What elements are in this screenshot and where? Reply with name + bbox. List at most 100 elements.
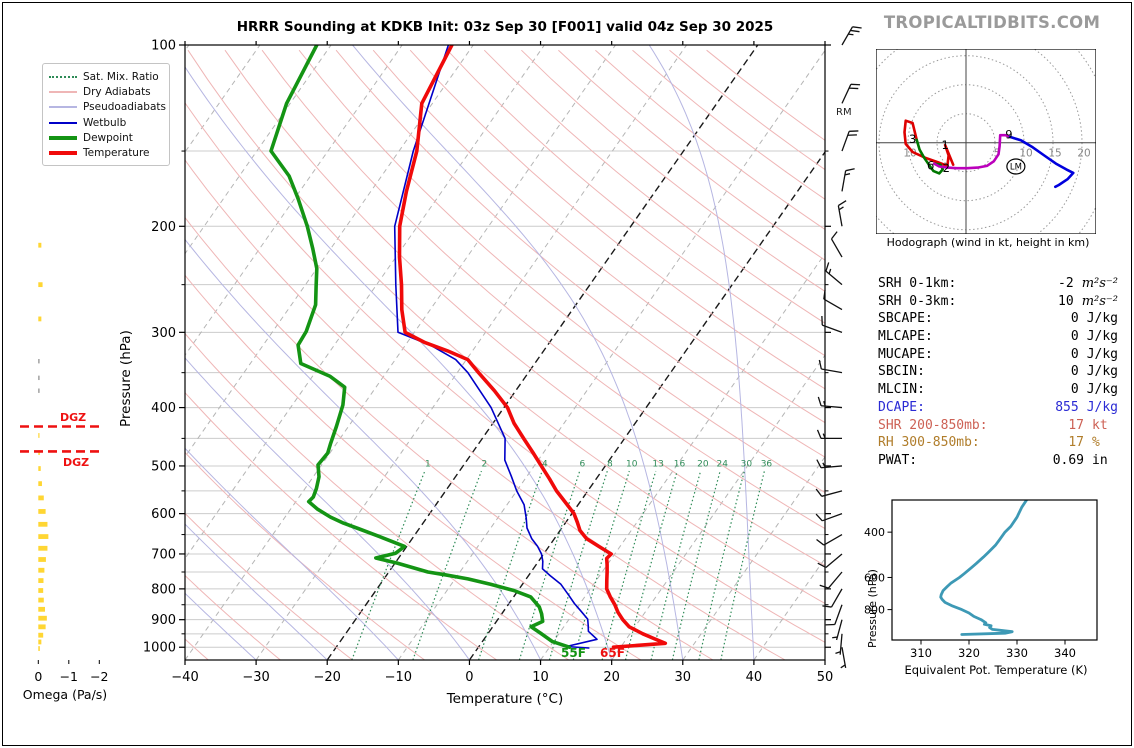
stat-value: 0: [1070, 311, 1079, 327]
stat-row: MLCIN: 0 J/kg: [878, 382, 1118, 400]
svg-text:10: 10: [626, 459, 638, 469]
svg-text:5: 5: [994, 148, 1001, 160]
legend-item: Pseudoadiabats: [49, 100, 166, 115]
stat-row: SHR 200-850mb: 17 kt: [878, 418, 1118, 436]
stat-value: 10: [1058, 293, 1074, 309]
omega-axis-label: Omega (Pa/s): [22, 687, 108, 702]
stat-value: -2: [1058, 276, 1074, 291]
svg-text:0: 0: [465, 670, 473, 685]
temperature-curve: [397, 45, 668, 650]
svg-text:600: 600: [864, 571, 885, 584]
stat-value: 0: [1070, 382, 1079, 398]
stat-label: RH 300-850mb:: [878, 435, 980, 451]
stat-value: 0: [1070, 346, 1079, 362]
storm-motion-marker: LM: [1006, 158, 1026, 175]
svg-text:900: 900: [151, 613, 176, 628]
svg-text:30: 30: [741, 459, 753, 469]
svg-text:10: 10: [532, 670, 549, 685]
surface-dewpoint-label: 55F: [561, 646, 586, 660]
svg-text:3: 3: [909, 132, 916, 146]
legend-line-sample: [49, 75, 77, 78]
svg-text:400: 400: [864, 526, 885, 539]
theta-e-curve: [939, 500, 1028, 636]
svg-text:1: 1: [941, 138, 948, 152]
svg-text:0: 0: [34, 669, 42, 684]
stat-row: SBCAPE: 0 J/kg: [878, 311, 1118, 329]
stat-label: SRH 0-1km:: [878, 276, 957, 291]
theta-e-y-axis-label: Pressure (hPa): [866, 569, 879, 648]
legend-item: Wetbulb: [49, 115, 163, 130]
svg-text:20: 20: [1077, 148, 1090, 160]
svg-text:800: 800: [151, 582, 176, 597]
stat-value: 0: [1070, 329, 1079, 345]
legend-line-sample: [49, 121, 77, 124]
stat-value: 0: [1070, 364, 1079, 380]
stat-label: SRH 0-3km:: [878, 293, 957, 309]
chart-title: HRRR Sounding at KDKB Init: 03z Sep 30 […: [236, 19, 774, 35]
svg-text:36: 36: [761, 459, 773, 469]
stat-label: MLCAPE:: [878, 329, 933, 345]
svg-text:400: 400: [151, 401, 176, 416]
stat-row: MLCAPE: 0 J/kg: [878, 329, 1118, 347]
svg-text:8: 8: [607, 459, 613, 469]
svg-text:30: 30: [675, 670, 692, 685]
theta-e-inset: 400 600 800 310 320 330 340: [864, 499, 1098, 660]
dgz-lines: [20, 425, 100, 453]
hodograph-trace-segment-0: [903, 119, 955, 168]
svg-text:1: 1: [425, 459, 431, 469]
watermark: TROPICALTIDBITS.COM: [883, 13, 1101, 32]
stat-label: MUCAPE:: [878, 346, 933, 362]
skewt-x-axis-label: Temperature (°C): [446, 691, 564, 707]
stat-row: PWAT: 0.69 in: [878, 453, 1118, 471]
stat-label: DCAPE:: [878, 399, 925, 415]
svg-text:40: 40: [746, 670, 763, 685]
stat-unit: J/kg: [1086, 346, 1118, 362]
svg-text:−30: −30: [242, 670, 269, 685]
dgz-label-top: DGZ: [60, 411, 87, 424]
legend-item: Dewpoint: [49, 130, 163, 145]
svg-text:600: 600: [151, 507, 176, 522]
theta-e-x-axis-label: Equivalent Pot. Temperature (K): [904, 663, 1088, 677]
legend-item: Temperature: [49, 145, 163, 160]
svg-text:LM: LM: [1010, 162, 1022, 172]
legend-line-sample: [49, 151, 77, 156]
skewt-y-axis-label: Pressure (hPa): [118, 330, 134, 427]
stat-row: RH 300-850mb: 17%: [878, 435, 1118, 453]
legend-item-label: Pseudoadiabats: [83, 101, 166, 114]
hodograph-trace-segment-3: [1008, 135, 1075, 189]
svg-text:20: 20: [697, 459, 709, 469]
svg-text:9: 9: [1005, 128, 1012, 142]
svg-text:13: 13: [652, 459, 663, 469]
svg-text:500: 500: [151, 459, 176, 474]
legend-item: Dry Adiabats: [49, 84, 163, 99]
stat-unit: %: [1092, 435, 1100, 451]
stat-unit: kt: [1092, 417, 1108, 433]
svg-text:−10: −10: [385, 670, 412, 685]
stat-unit: m²s⁻²: [1081, 293, 1118, 309]
dewpoint-curve: [269, 45, 572, 650]
stat-unit: J/kg: [1086, 311, 1118, 327]
svg-text:50: 50: [817, 670, 834, 685]
legend-item-label: Wetbulb: [83, 116, 127, 129]
svg-text:700: 700: [151, 547, 176, 562]
skewt-background: 1 2 4 6 8 10 13 16 20 24 30 36: [185, 45, 825, 660]
svg-text:320: 320: [958, 646, 980, 660]
svg-text:4: 4: [542, 459, 548, 469]
svg-text:800: 800: [864, 604, 885, 617]
svg-text:24: 24: [717, 459, 729, 469]
stat-value: 17: [1068, 417, 1084, 433]
legend-item-label: Temperature: [83, 147, 150, 160]
stat-row: DCAPE: 855 J/kg: [878, 400, 1118, 418]
stat-row: MUCAPE: 0 J/kg: [878, 347, 1118, 365]
right-mover-label: RM: [836, 107, 852, 118]
stat-label: SBCIN:: [878, 364, 925, 380]
dgz-label-bottom: DGZ: [63, 456, 90, 469]
svg-text:2: 2: [943, 161, 950, 175]
sounding-curves: [269, 45, 668, 650]
stat-row: SRH 0-3km: 10 m²s⁻²: [878, 294, 1118, 312]
svg-text:10: 10: [1019, 148, 1032, 160]
legend-line-sample: [49, 106, 77, 109]
stat-unit: J/kg: [1086, 329, 1118, 345]
